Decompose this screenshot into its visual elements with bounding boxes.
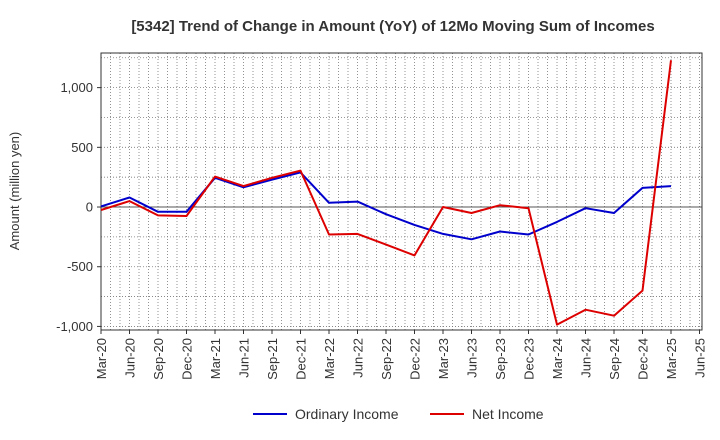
x-tick-label: Jun-20 [123, 338, 138, 378]
y-axis-ticks: -1,000 -500 0 500 1,000 [56, 80, 101, 334]
x-tick-label: Mar-20 [94, 338, 109, 379]
plot-area-border [100, 52, 703, 331]
y-tick-label: 1,000 [60, 80, 93, 95]
legend-label: Net Income [472, 406, 544, 422]
x-tick-label: Sep-20 [151, 338, 166, 380]
y-axis-label: Amount (million yen) [7, 132, 22, 251]
grid [101, 53, 702, 330]
x-tick-label: Mar-25 [664, 338, 679, 379]
legend: Ordinary Income Net Income [253, 406, 544, 422]
x-tick-label: Mar-23 [436, 338, 451, 379]
x-tick-label: Jun-22 [351, 338, 366, 378]
y-tick-label: 0 [86, 200, 93, 215]
x-tick-label: Dec-22 [408, 338, 423, 380]
legend-label: Ordinary Income [295, 406, 399, 422]
series-line-net-income [100, 60, 672, 326]
x-tick-label: Mar-21 [208, 338, 223, 379]
y-tick-label: -500 [67, 259, 93, 274]
x-tick-label: Dec-20 [180, 338, 195, 380]
x-tick-label: Sep-24 [607, 338, 622, 380]
series-lines [100, 60, 672, 326]
x-tick-label: Sep-21 [265, 338, 280, 380]
x-tick-label: Dec-21 [294, 338, 309, 380]
series-line-ordinary-income [100, 171, 672, 241]
x-tick-label: Mar-24 [550, 338, 565, 379]
x-tick-label: Mar-22 [322, 338, 337, 379]
x-tick-label: Jun-25 [693, 338, 708, 378]
x-tick-label: Jun-21 [237, 338, 252, 378]
chart-title: [5342] Trend of Change in Amount (YoY) o… [131, 18, 654, 35]
x-tick-label: Sep-22 [379, 338, 394, 380]
x-tick-label: Sep-23 [493, 338, 508, 380]
x-tick-label: Jun-24 [579, 338, 594, 378]
x-axis-ticks: Mar-20 Jun-20 Sep-20 Dec-20 Mar-21 Jun-21 Sep-… [94, 330, 708, 380]
y-tick-label: 500 [71, 140, 93, 155]
x-tick-label: Dec-23 [522, 338, 537, 380]
x-tick-label: Jun-23 [465, 338, 480, 378]
y-tick-label: -1,000 [56, 319, 93, 334]
x-tick-label: Dec-24 [636, 338, 651, 380]
